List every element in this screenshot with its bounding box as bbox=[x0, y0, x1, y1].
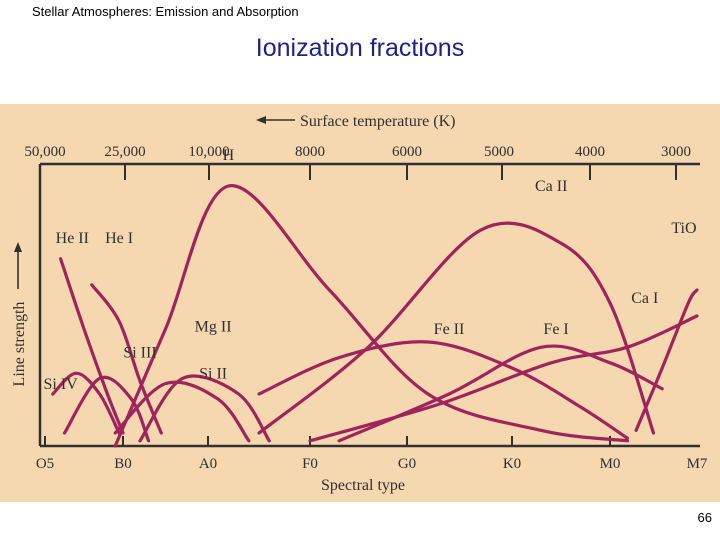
series-label-si-ii: Si II bbox=[199, 365, 227, 382]
top-tick-label: 8000 bbox=[295, 144, 325, 160]
y-axis-title: Line strength bbox=[11, 302, 28, 387]
curves bbox=[51, 184, 699, 448]
bottom-tick-label: O5 bbox=[36, 456, 54, 472]
top-axis-title: Surface temperature (K) bbox=[300, 113, 455, 130]
x-axis-title: Spectral type bbox=[321, 477, 405, 494]
ionization-chart: Surface temperature (K) Line strength 50… bbox=[0, 104, 720, 502]
bottom-tick-label: G0 bbox=[398, 456, 416, 472]
series-line-si-iii bbox=[62, 375, 151, 443]
bottom-tick-label: F0 bbox=[302, 456, 318, 472]
bottom-tick-labels: O5 B0 A0 F0 G0 K0 M0 M7 bbox=[36, 456, 708, 472]
top-tick-label: 5000 bbox=[484, 144, 514, 160]
top-axis-title-group: Surface temperature (K) bbox=[256, 113, 455, 130]
series-label-tio: TiO bbox=[671, 220, 696, 237]
top-tick-label: 50,000 bbox=[24, 144, 65, 160]
slide-header: Stellar Atmospheres: Emission and Absorp… bbox=[32, 4, 299, 19]
bottom-tick-label: M0 bbox=[600, 456, 621, 472]
series-label-h: H bbox=[223, 147, 235, 164]
series-label-he-i: He I bbox=[105, 230, 133, 247]
series-line-he-ii bbox=[59, 257, 125, 435]
bottom-tick-label: M7 bbox=[687, 456, 708, 472]
series-line-ca-i bbox=[308, 314, 699, 443]
page-number: 66 bbox=[697, 510, 712, 525]
top-tick-marks bbox=[124, 164, 677, 180]
series-line-tio bbox=[634, 288, 699, 432]
top-tick-label: 10,000 bbox=[188, 144, 229, 160]
y-axis-title-group: Line strength bbox=[11, 242, 28, 386]
series-line-he-i bbox=[90, 283, 163, 435]
series-label-fe-i: Fe I bbox=[543, 321, 568, 338]
series-line-h bbox=[113, 184, 629, 448]
y-axis-arrow-head bbox=[14, 242, 22, 252]
series-label-he-ii: He II bbox=[56, 230, 89, 247]
series-line-si-iv bbox=[51, 371, 121, 435]
series-label-ca-ii: Ca II bbox=[535, 178, 567, 195]
top-tick-labels: 50,000 25,000 10,000 8000 6000 5000 4000 3000 bbox=[24, 144, 691, 160]
top-tick-label: 3000 bbox=[661, 144, 691, 160]
series-label-mg-ii: Mg II bbox=[195, 319, 232, 336]
bottom-tick-label: A0 bbox=[199, 456, 217, 472]
series-line-si-ii bbox=[113, 380, 251, 443]
curve-labels: H He II He I Si IV Si III Si II Mg II Ca II Fe I… bbox=[43, 147, 696, 393]
series-line-mg-ii bbox=[138, 374, 271, 443]
slide-title: Ionization fractions bbox=[255, 34, 465, 62]
chart-svg: Surface temperature (K) Line strength 50… bbox=[0, 104, 720, 502]
series-label-ca-i: Ca I bbox=[631, 290, 658, 307]
bottom-tick-label: K0 bbox=[503, 456, 521, 472]
series-line-fe-ii bbox=[257, 340, 629, 440]
bottom-tick-label: B0 bbox=[114, 456, 132, 472]
series-line-ca-ii bbox=[257, 221, 656, 435]
series-label-si-iii: Si III bbox=[123, 345, 156, 362]
top-axis-arrow-head bbox=[256, 116, 266, 124]
top-tick-label: 4000 bbox=[575, 144, 605, 160]
series-label-fe-ii: Fe II bbox=[434, 321, 465, 338]
top-tick-label: 25,000 bbox=[104, 144, 145, 160]
top-tick-label: 6000 bbox=[392, 144, 422, 160]
series-label-si-iv: Si IV bbox=[43, 376, 78, 393]
